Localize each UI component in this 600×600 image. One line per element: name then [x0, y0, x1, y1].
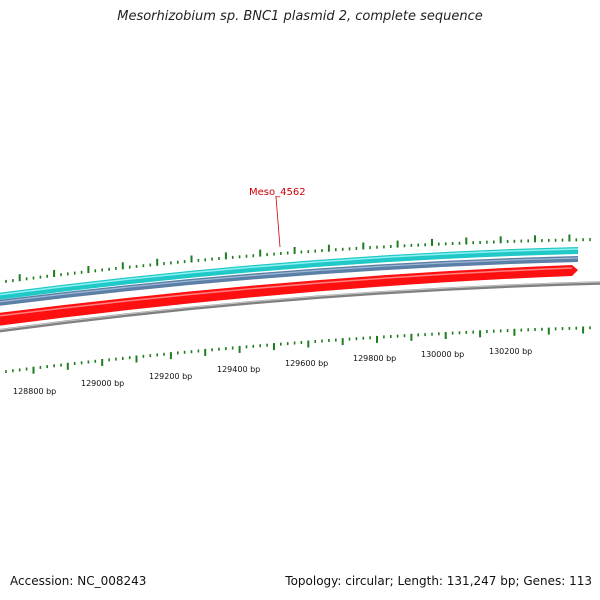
ruler-label: 129800 bp: [353, 354, 396, 363]
ruler-label: 129000 bp: [81, 379, 124, 388]
ruler-label: 130200 bp: [489, 347, 532, 356]
ruler-label: 129400 bp: [217, 365, 260, 374]
topology-summary-text: Topology: circular; Length: 131,247 bp; …: [285, 574, 592, 588]
ruler-label: 129200 bp: [149, 372, 192, 381]
gray-track: [0, 281, 600, 333]
ruler-label: 130000 bp: [421, 350, 464, 359]
cyan-track-highlight: [0, 248, 579, 296]
ruler-label: 129600 bp: [285, 359, 328, 368]
blue-track: [0, 256, 578, 306]
map-title: Mesorhizobium sp. BNC1 plasmid 2, comple…: [117, 9, 483, 24]
red-track: [0, 265, 578, 326]
red-track-highlight: [0, 267, 573, 317]
accession-text: Accession: NC_008243: [10, 574, 147, 588]
upper-tick-marks: [5, 234, 591, 283]
gray-track-highlight: [0, 281, 600, 331]
ruler-tick-marks: [5, 326, 591, 374]
cyan-track: [0, 247, 578, 300]
ruler-label: 128800 bp: [13, 387, 56, 396]
blue-track-highlight: [0, 257, 579, 303]
gene-label-meso-4562: Meso_4562: [249, 187, 306, 198]
gene-label-leader: [275, 196, 281, 248]
